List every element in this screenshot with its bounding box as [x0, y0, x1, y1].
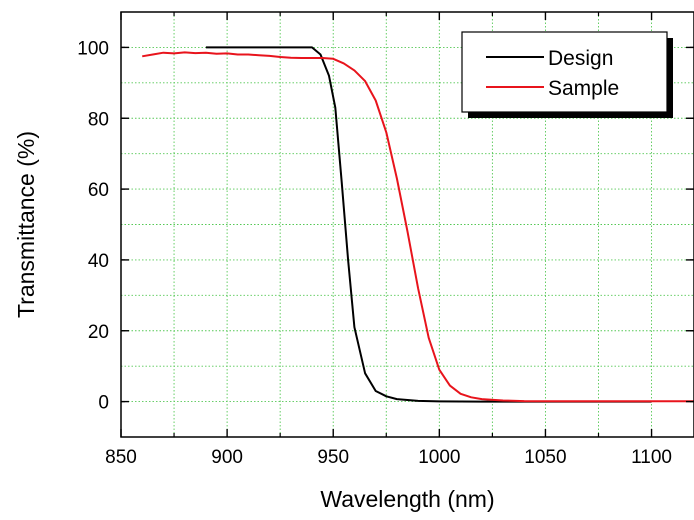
- x-tick-label: 1100: [631, 447, 672, 468]
- legend-entry-design: Design: [548, 47, 613, 70]
- y-tick-label: 20: [88, 322, 109, 343]
- x-tick-label: 900: [211, 447, 243, 468]
- plot-frame: [120, 11, 694, 438]
- series-lines: [142, 46, 694, 403]
- series-line-sample: [142, 51, 694, 403]
- x-tick-label: 950: [317, 447, 349, 468]
- y-tick-label: 80: [88, 109, 109, 130]
- series-line-design: [205, 46, 652, 403]
- y-tick-label: 40: [88, 251, 109, 272]
- legend-box: [461, 31, 668, 113]
- x-tick-label: 1000: [418, 447, 460, 468]
- y-axis-label: Transmittance (%): [13, 131, 39, 318]
- y-tick-label: 60: [88, 180, 109, 201]
- x-tick-label: 850: [105, 447, 137, 468]
- ticks: 850 900 950 1000 1050 1100 0 20 40 60 80 100: [77, 12, 694, 468]
- y-tick-label: 100: [77, 38, 109, 59]
- legend-entry-sample: Sample: [548, 77, 619, 100]
- y-tick-label: 0: [98, 393, 109, 414]
- x-tick-label: 1050: [524, 447, 566, 468]
- legend: Design Sample: [461, 31, 673, 118]
- x-axis-label: Wavelength (nm): [320, 486, 494, 512]
